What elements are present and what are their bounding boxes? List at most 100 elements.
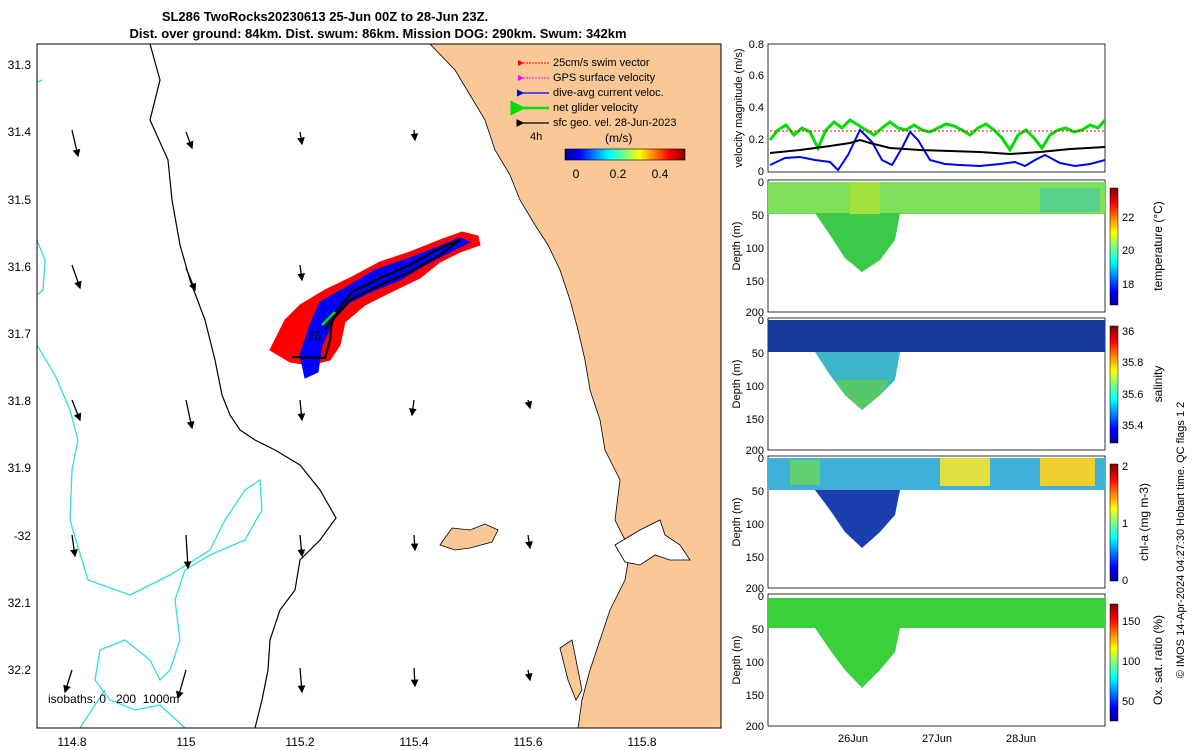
- isobath-label: isobaths: 0 200 1000m: [48, 692, 179, 706]
- velocity-ytick: 0.6: [749, 70, 764, 82]
- day-label: 26: [308, 329, 322, 343]
- temp-ytick: 50: [752, 210, 764, 222]
- oxygen-panel: 0 50 100 150 200 Depth (m) 50 100 150 Ox…: [731, 591, 1165, 733]
- velocity-ytick: 0.4: [749, 102, 764, 114]
- sal-cbtick: 36: [1122, 326, 1134, 338]
- sal-cblabel: salinity: [1151, 366, 1165, 403]
- lat-tick: -32: [14, 529, 32, 543]
- chla-ylabel: Depth (m): [731, 498, 743, 547]
- lat-tick: 31.4: [8, 125, 32, 139]
- sal-ytick: 50: [752, 348, 764, 360]
- chla-ytick: 100: [746, 519, 764, 531]
- sal-ylabel: Depth (m): [731, 360, 743, 409]
- temp-ylabel: Depth (m): [731, 222, 743, 271]
- velocity-panel: 0 0.2 0.4 0.6 0.8 velocity magnitude (m/…: [733, 39, 1107, 178]
- isobath-200m: [149, 44, 337, 728]
- legend-dive-avg: dive-avg current veloc.: [553, 87, 664, 99]
- chla-ytick: 50: [752, 486, 764, 498]
- sal-cbtick: 35.8: [1122, 357, 1143, 369]
- surface-velocity-arrows: [63, 129, 533, 700]
- chla-ytick: 200: [746, 583, 764, 595]
- temp-ytick: 0: [758, 177, 764, 189]
- sal-cbtick: 35.6: [1122, 389, 1143, 401]
- sal-ytick: 100: [746, 381, 764, 393]
- ox-cbtick: 100: [1122, 656, 1140, 668]
- temp-cbtick: 22: [1122, 212, 1134, 224]
- lon-tick: 115.6: [513, 735, 542, 749]
- legend-swim: 25cm/s swim vector: [553, 57, 650, 69]
- dive-avg-current: [299, 237, 472, 379]
- salinity-panel: 0 50 100 150 200 Depth (m) 35.4 35.6 35.…: [731, 315, 1165, 457]
- lat-tick: 31.7: [8, 327, 32, 341]
- sal-ytick: 150: [746, 414, 764, 426]
- lon-tick: 114.8: [57, 735, 86, 749]
- temp-ytick: 100: [746, 243, 764, 255]
- ox-cbtick: 50: [1122, 696, 1134, 708]
- ox-cblabel: Ox. sat. ratio (%): [1151, 615, 1165, 705]
- temperature-panel: 0 50 100 150 200 Depth (m) 18 20 22 temp…: [731, 177, 1165, 319]
- temp-ytick: 200: [746, 307, 764, 319]
- colorbar-tick-0: 0: [573, 167, 580, 181]
- sal-ytick: 200: [746, 445, 764, 457]
- glider-track: [291, 238, 461, 360]
- velocity-ytick: 0.2: [749, 134, 764, 146]
- sal-colorbar: [1109, 325, 1119, 444]
- time-xtick: 28Jun: [1006, 733, 1036, 745]
- sal-ytick: 0: [758, 315, 764, 327]
- lat-tick: 31.6: [8, 260, 32, 274]
- ox-ylabel: Depth (m): [731, 636, 743, 685]
- lat-tick: 31.3: [8, 58, 32, 72]
- lon-tick: 115.2: [285, 735, 314, 749]
- chla-ytick: 0: [758, 453, 764, 465]
- chla-panel: 0 50 100 150 200 Depth (m) 0 1 2 chl-a (…: [731, 453, 1151, 595]
- chla-colorbar: [1109, 463, 1119, 582]
- ox-colorbar: [1109, 603, 1119, 722]
- sal-cbtick: 35.4: [1122, 420, 1143, 432]
- lat-tick: 32.2: [8, 663, 32, 677]
- legend-gps: GPS surface velocity: [553, 72, 656, 84]
- time-xtick: 26Jun: [838, 733, 868, 745]
- colorbar-tick-1: 0.2: [610, 167, 627, 181]
- isobath-1000m: [37, 239, 46, 296]
- ox-ytick: 0: [758, 591, 764, 603]
- temp-ytick: 150: [746, 276, 764, 288]
- ox-ytick: 50: [752, 624, 764, 636]
- title-line-1: SL286 TwoRocks20230613 25-Jun 00Z to 28-…: [162, 9, 488, 24]
- speed-colorbar: [564, 148, 686, 161]
- lon-tick: 115: [176, 735, 195, 749]
- longitude-axis: 114.8 115 115.2 115.4 115.6 115.8: [57, 735, 656, 749]
- chla-cbtick: 1: [1122, 518, 1128, 530]
- time-step-label: 4h: [530, 131, 542, 143]
- ox-cbtick: 150: [1122, 616, 1140, 628]
- velocity-ytick: 0: [758, 166, 764, 178]
- temp-cblabel: temperature (°C): [1151, 201, 1165, 291]
- lat-tick: 32.1: [8, 596, 32, 610]
- chla-ytick: 150: [746, 552, 764, 564]
- map-panel: 26 25cm/s swim vector GPS surface veloci…: [8, 43, 722, 749]
- latitude-axis: 31.3 31.4 31.5 31.6 31.7 31.8 31.9 -32 3…: [8, 58, 32, 677]
- island: [439, 523, 499, 551]
- lat-tick: 31.8: [8, 394, 32, 408]
- velocity-ylabel: velocity magnitude (m/s): [733, 48, 745, 167]
- ox-ytick: 200: [746, 721, 764, 733]
- lon-tick: 115.8: [627, 735, 656, 749]
- footer-credit: © IMOS 14-Apr-2024 04:27:30 Hobart time.…: [1175, 402, 1187, 679]
- legend-sfc-geo: sfc geo. vel. 28-Jun-2023: [553, 117, 677, 129]
- ox-ytick: 100: [746, 657, 764, 669]
- chla-cblabel: chl-a (mg m-3): [1137, 483, 1151, 561]
- lon-tick: 115.4: [399, 735, 428, 749]
- temp-colorbar: [1109, 187, 1119, 306]
- temp-cbtick: 18: [1122, 279, 1134, 291]
- chla-cbtick: 0: [1122, 575, 1128, 587]
- title-line-2: Dist. over ground: 84km. Dist. swum: 86k…: [129, 26, 626, 41]
- legend-net: net glider velocity: [553, 102, 638, 114]
- ox-ytick: 150: [746, 690, 764, 702]
- velocity-ytick: 0.8: [749, 39, 764, 51]
- map-legend: 25cm/s swim vector GPS surface velocity …: [510, 57, 686, 181]
- lat-tick: 31.5: [8, 193, 32, 207]
- colorbar-unit: (m/s): [605, 131, 632, 145]
- time-xtick: 27Jun: [922, 733, 952, 745]
- lat-tick: 31.9: [8, 461, 32, 475]
- chla-cbtick: 2: [1122, 461, 1128, 473]
